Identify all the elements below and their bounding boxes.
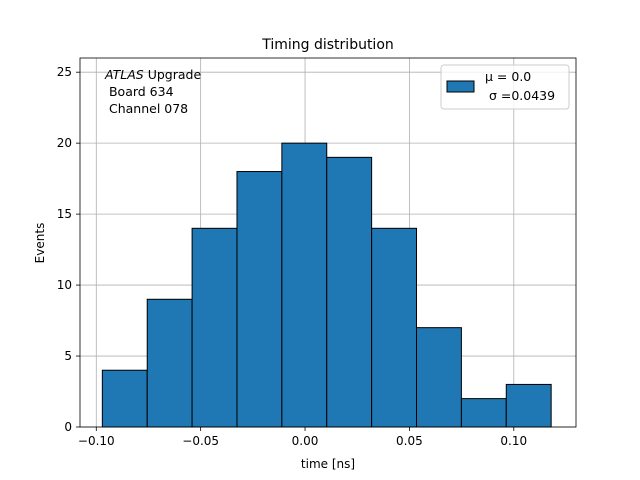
x-tick-label: 0.00 xyxy=(292,434,319,448)
legend-mu: μ = 0.0 xyxy=(485,69,531,84)
y-tick-label: 20 xyxy=(57,136,72,150)
histogram-bar xyxy=(371,227,418,428)
histogram-bar xyxy=(146,298,193,428)
chart-title: Timing distribution xyxy=(261,37,394,53)
histogram-bar xyxy=(281,142,328,428)
y-tick-label: 25 xyxy=(57,65,72,79)
legend: μ = 0.0 σ =0.0439 xyxy=(440,64,570,110)
y-tick-label: 0 xyxy=(64,420,72,434)
plot-frame xyxy=(79,57,577,428)
annotation-upgrade: Upgrade xyxy=(144,67,202,82)
x-tick-label: −0.05 xyxy=(182,434,219,448)
svg-text:ATLAS Upgrade: ATLAS Upgrade xyxy=(104,67,201,82)
bars-layer xyxy=(101,142,552,428)
annotation-atlas: ATLAS xyxy=(104,67,144,82)
legend-swatch xyxy=(446,80,475,93)
annotation-channel: Channel 078 xyxy=(105,101,188,116)
histogram-bar xyxy=(191,227,238,428)
y-axis-label: Events xyxy=(33,223,47,264)
x-tick-label: 0.05 xyxy=(396,434,423,448)
ticks-layer: −0.10 −0.05 0.00 0.05 0.10 0 5 10 15 20 25 xyxy=(57,65,527,448)
histogram-bar xyxy=(505,383,552,428)
histogram-bar xyxy=(326,156,373,428)
x-tick-label: −0.10 xyxy=(78,434,115,448)
y-tick-label: 15 xyxy=(57,207,72,221)
histogram-bar xyxy=(236,171,283,428)
annotation-board: Board 634 xyxy=(105,84,174,99)
legend-frame xyxy=(440,64,570,110)
histogram-bar xyxy=(416,327,462,428)
x-axis-label: time [ns] xyxy=(301,457,355,471)
histogram-bar xyxy=(101,369,148,428)
y-tick-label: 10 xyxy=(57,278,72,292)
histogram-bar xyxy=(460,398,507,428)
y-tick-label: 5 xyxy=(64,349,72,363)
legend-sigma: σ =0.0439 xyxy=(485,88,555,103)
annotation-text: ATLAS Upgrade Board 634 Channel 078 xyxy=(104,67,201,116)
x-tick-label: 0.10 xyxy=(500,434,527,448)
